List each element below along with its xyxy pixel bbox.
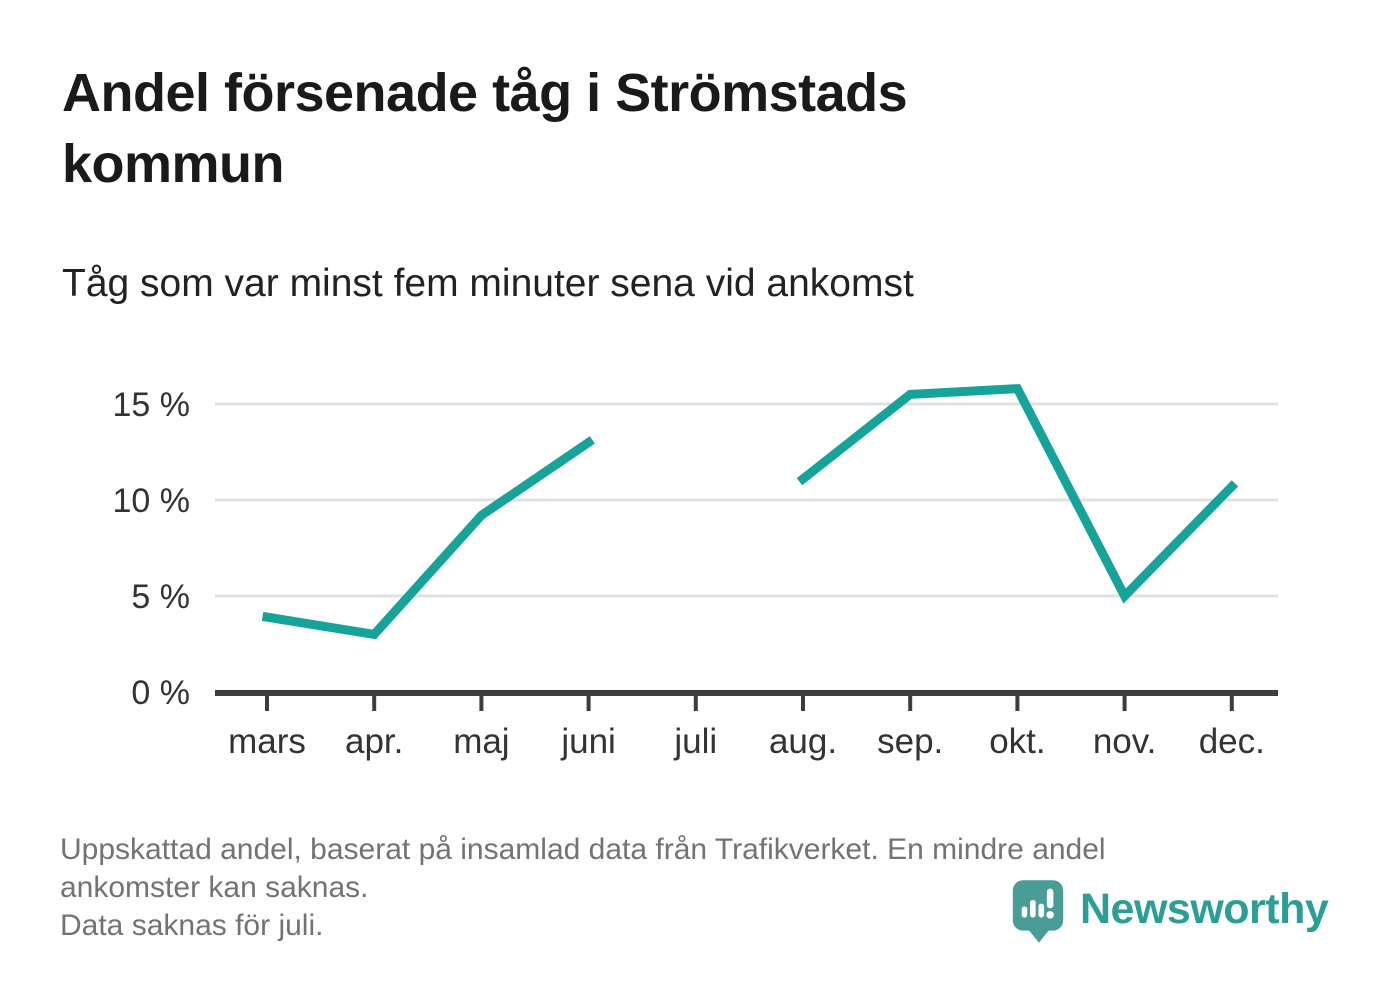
newsworthy-logo-text: Newsworthy — [1080, 885, 1329, 933]
x-tick-label: okt. — [989, 722, 1045, 761]
x-tick-label: aug. — [769, 722, 837, 761]
missing-data-note-line: Data saknas för juli. — [60, 909, 324, 942]
y-tick-label: 5 % — [131, 578, 190, 616]
x-tick-label: nov. — [1093, 722, 1157, 761]
x-tick-label: sep. — [877, 722, 943, 761]
x-tick-label: apr. — [345, 722, 403, 761]
x-tick-label: juni — [560, 722, 615, 761]
source-note-line: Uppskattad andel, baserat på insamlad da… — [60, 833, 1106, 866]
x-tick-label: maj — [453, 722, 509, 761]
y-tick-label: 10 % — [113, 482, 191, 520]
x-tick-label: mars — [228, 722, 306, 761]
page-title: Andel försenade tåg i Strömstads kommun — [62, 63, 908, 195]
data-line-segment — [261, 436, 595, 640]
y-tick-label: 0 % — [131, 674, 190, 712]
page-subtitle: Tåg som var minst fem minuter sena vid a… — [62, 262, 914, 305]
data-line-segment — [796, 383, 1239, 604]
source-note: Uppskattad andel, baserat på insamlad da… — [60, 831, 1106, 945]
source-note-line: ankomster kan saknas. — [60, 871, 369, 904]
newsworthy-logo: Newsworthy — [1010, 878, 1329, 946]
x-tick-label: juli — [673, 722, 717, 761]
y-tick-label: 15 % — [113, 386, 191, 424]
x-tick-label: dec. — [1199, 722, 1265, 761]
newsworthy-logo-icon — [1012, 880, 1064, 943]
